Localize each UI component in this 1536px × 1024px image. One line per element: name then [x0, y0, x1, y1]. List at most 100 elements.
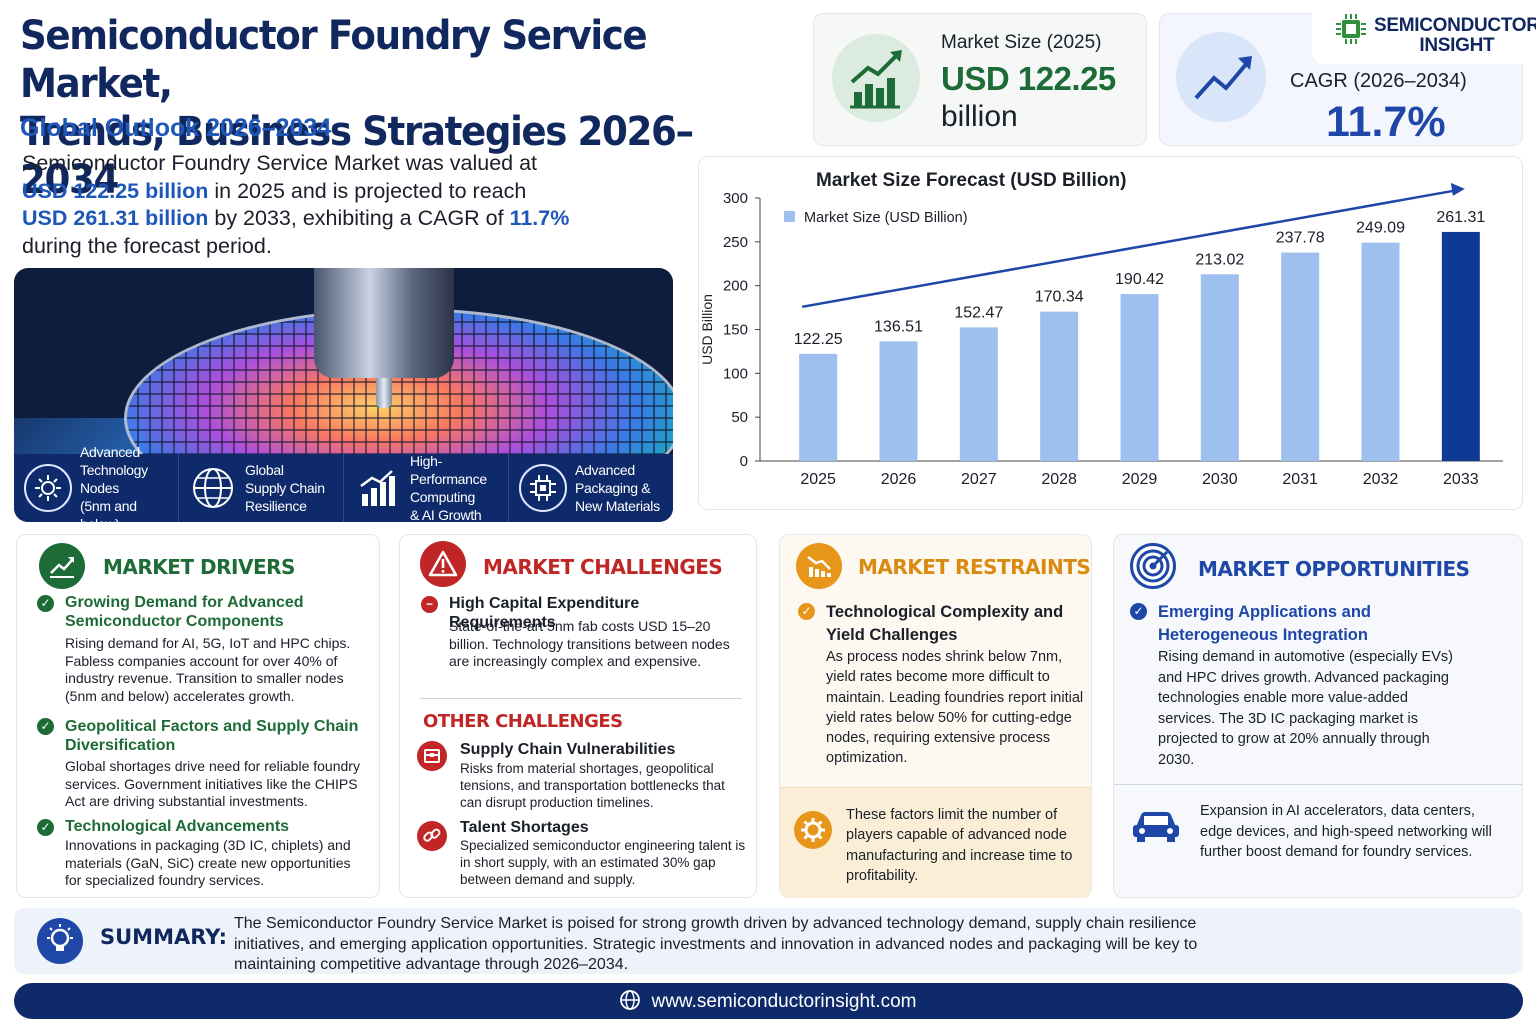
intro-text-4: during the forecast period.: [22, 233, 272, 258]
feature-packaging: Advanced Packaging & New Materials: [509, 454, 673, 522]
challenge-main-title: High Capital Expenditure Requirements: [449, 595, 640, 631]
probe-tip: [376, 378, 392, 408]
bar: [1361, 242, 1400, 461]
market-size-card: Market Size (2025) USD 122.25 billion: [813, 13, 1147, 146]
feature-text: New Materials: [575, 498, 660, 514]
drivers-heading: MARKET DRIVERS: [103, 555, 295, 579]
check-icon: ✓: [37, 718, 54, 735]
intro-value-2025: USD 122.25 billion: [22, 178, 209, 203]
processor-icon: [519, 464, 567, 512]
data-label: 261.31: [1436, 209, 1485, 226]
lightbulb-icon: [37, 918, 83, 964]
title-line-1: Semiconductor Foundry Service Market,: [20, 13, 648, 107]
summary-label: SUMMARY:: [100, 925, 228, 949]
feature-text: Advanced: [575, 462, 635, 478]
x-tick-label: 2028: [1041, 471, 1077, 488]
data-label: 122.25: [794, 331, 843, 348]
minus-icon: −: [421, 596, 438, 613]
trend-arrow-line: [801, 189, 1454, 309]
intro-text-1: Semiconductor Foundry Service Market was…: [22, 151, 538, 175]
bar: [799, 353, 838, 461]
market-size-unit: billion: [941, 100, 1018, 133]
bar: [1200, 274, 1239, 461]
y-tick-label: 200: [723, 278, 748, 295]
feature-text: & AI Growth: [410, 507, 482, 522]
feature-text: Technology Nodes: [80, 462, 148, 496]
other-challenge-text-2: Specialized semiconductor engineering ta…: [460, 838, 746, 887]
summary-text: The Semiconductor Foundry Service Market…: [234, 915, 1198, 973]
cagr-value: 11.7%: [1326, 98, 1446, 146]
y-tick-label: 0: [740, 453, 748, 470]
challenges-heading: MARKET CHALLENGES: [483, 555, 723, 579]
market-restraints-section: MARKET RESTRAINTS ✓ Technological Comple…: [779, 534, 1092, 898]
x-tick-label: 2026: [881, 471, 917, 488]
chip-logo-icon: [1336, 14, 1366, 44]
intro-cagr: 11.7%: [509, 206, 570, 230]
globe-icon: [620, 990, 641, 1010]
website-url[interactable]: www.semiconductorinsight.com: [651, 991, 917, 1012]
data-label: 249.09: [1356, 220, 1405, 237]
page-subtitle: Global Outlook 2026–2034: [20, 114, 332, 142]
market-size-value: USD 122.25: [941, 60, 1116, 97]
driver-title-3: Technological Advancements: [65, 818, 290, 835]
legend-swatch: [784, 211, 795, 222]
summary-bar: [14, 908, 1523, 974]
bar: [879, 341, 918, 461]
driver-text-1: Rising demand for AI, 5G, IoT and HPC ch…: [65, 635, 351, 704]
y-tick-label: 300: [723, 190, 748, 207]
bar: [1441, 231, 1480, 461]
restraint-text: As process nodes shrink below 7nm, yield…: [826, 649, 1084, 767]
restraint-note: These factors limit the number of player…: [846, 807, 1073, 884]
feature-advanced-nodes: Advanced Technology Nodes(5nm and below): [14, 444, 179, 522]
data-label: 152.47: [954, 304, 1003, 321]
trend-up-icon: [1176, 32, 1266, 122]
car-icon: [1130, 805, 1182, 850]
restraint-note-box: [780, 787, 1091, 898]
opportunities-heading: MARKET OPPORTUNITIES: [1198, 557, 1470, 581]
other-challenge-title-1: Supply Chain Vulnerabilities: [460, 741, 676, 758]
target-icon: [1130, 543, 1176, 589]
footer-bar: [14, 983, 1523, 1019]
declining-chart-icon: [796, 543, 842, 589]
brand-line-2: INSIGHT: [1419, 35, 1495, 56]
brand-logo: SEMICONDUCTOR INSIGHT: [1312, 6, 1536, 64]
feature-hpc-ai: High-Performance Computing & AI Growth: [344, 453, 509, 522]
feature-text: Supply Chain: [245, 480, 325, 496]
bar: [1120, 294, 1159, 461]
y-tick-label: 100: [723, 365, 748, 382]
feature-text: Global: [245, 462, 284, 478]
intro-text-3: by 2033, exhibiting a CAGR of: [208, 206, 510, 230]
driver-text-2: Global shortages drive need for reliable…: [65, 758, 360, 809]
data-label: 237.78: [1276, 230, 1325, 247]
divider: [1114, 784, 1522, 785]
feature-supply-chain: Global Supply Chain Resilience: [179, 454, 344, 522]
x-tick-label: 2027: [961, 471, 997, 488]
check-icon: ✓: [798, 603, 815, 620]
market-opportunities-section: MARKET OPPORTUNITIES ✓ Emerging Applicat…: [1113, 534, 1523, 898]
other-challenge-title-2: Talent Shortages: [460, 819, 589, 836]
growth-chart-icon: [832, 34, 920, 122]
feature-text: High-Performance: [410, 453, 487, 487]
x-tick-label: 2032: [1363, 471, 1399, 488]
brand-name: SEMICONDUCTOR INSIGHT: [1374, 16, 1536, 56]
feature-text: Advanced: [80, 444, 140, 460]
feature-text: Packaging &: [575, 480, 651, 496]
driver-title-1: Growing Demand for Advanced Semiconducto…: [65, 594, 304, 630]
check-icon: ✓: [37, 819, 54, 836]
website-link[interactable]: www.semiconductorinsight.com: [0, 989, 1536, 1013]
globe-icon: [189, 464, 237, 512]
supply-chain-icon: [417, 741, 447, 771]
warning-icon: [420, 541, 466, 587]
y-tick-label: 150: [723, 322, 748, 339]
feature-text: Resilience: [245, 498, 307, 514]
chart-up-icon: [39, 543, 85, 589]
opportunity-title: Emerging Applications and Heterogeneous …: [1158, 603, 1371, 644]
market-drivers-section: MARKET DRIVERS ✓ Growing Demand for Adva…: [16, 534, 380, 898]
trend-arrow-head: [1450, 182, 1465, 196]
data-label: 213.02: [1195, 251, 1244, 268]
probe-machine: [314, 268, 454, 378]
legend-label: Market Size (USD Billion): [804, 210, 968, 226]
driver-text-3: Innovations in packaging (3D IC, chiplet…: [65, 837, 351, 888]
